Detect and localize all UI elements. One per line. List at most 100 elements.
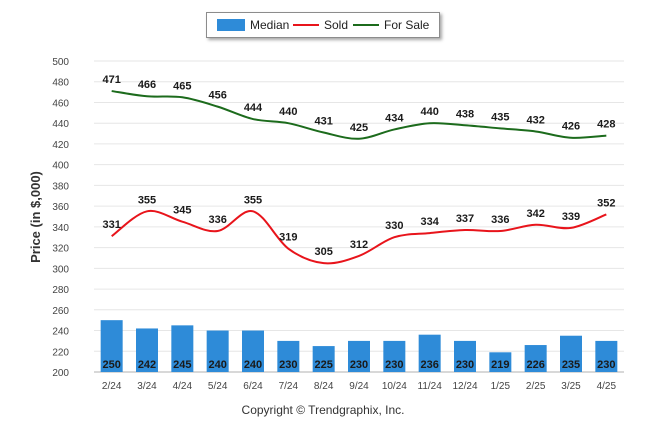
median-bar-label: 230 [350, 359, 368, 371]
x-tick-label: 4/24 [173, 381, 193, 392]
copyright-text: Copyright © Trendgraphix, Inc. [241, 403, 405, 417]
series-line-labels: 331 355 345 336 355 319 305 312 330 334 337 336 342 3… [102, 74, 615, 258]
for-sale-point-label: 426 [562, 121, 580, 133]
for-sale-point-label: 466 [138, 79, 156, 91]
median-bar[interactable] [454, 340, 476, 372]
y-tick-label: 280 [52, 285, 69, 296]
legend-label-for-sale: For Sale [384, 18, 430, 32]
x-tick-label: 11/24 [418, 381, 443, 392]
y-tick-label: 400 [52, 161, 69, 172]
y-tick-label: 260 [52, 306, 69, 317]
x-tick-label: 5/24 [208, 381, 228, 392]
y-tick-label: 360 [52, 202, 69, 213]
sold-point-label: 330 [385, 220, 403, 232]
y-axis-ticks: 200 220 240 260 280 300 320 340 360 380 400 420 440 4… [52, 57, 69, 379]
median-bar-label: 240 [208, 359, 226, 371]
legend-item-for-sale[interactable]: For Sale [353, 18, 429, 32]
for-sale-line[interactable] [111, 90, 607, 140]
sold-point-label: 345 [173, 205, 191, 217]
y-tick-label: 240 [52, 327, 69, 338]
for-sale-point-label: 425 [350, 122, 368, 134]
median-bar-label: 240 [244, 359, 262, 371]
sold-point-label: 337 [456, 213, 474, 225]
sold-point-label: 331 [102, 219, 120, 231]
median-bar-label: 226 [526, 359, 544, 371]
median-bar-label: 230 [597, 359, 615, 371]
median-bar[interactable] [277, 340, 300, 372]
median-bars [100, 320, 618, 372]
sold-point-label: 334 [420, 216, 439, 228]
x-tick-label: 6/24 [243, 381, 263, 392]
sold-point-label: 336 [208, 214, 226, 226]
median-bar-label: 230 [279, 359, 297, 371]
y-tick-label: 500 [52, 57, 69, 68]
y-axis-label: Price (in $,000) [28, 171, 43, 263]
median-bar[interactable] [489, 352, 512, 372]
median-bar-label: 225 [314, 359, 332, 371]
median-bar-label: 242 [138, 359, 156, 371]
for-sale-point-label: 465 [173, 80, 191, 92]
x-tick-label: 2/24 [102, 381, 122, 392]
for-sale-point-label: 440 [279, 106, 297, 118]
y-tick-label: 380 [52, 181, 69, 192]
median-bar-label: 245 [173, 359, 191, 371]
median-bar[interactable] [595, 340, 618, 372]
y-tick-label: 420 [52, 140, 69, 151]
x-tick-label: 10/24 [382, 381, 407, 392]
sold-point-label: 336 [491, 214, 509, 226]
median-bar-label: 250 [102, 359, 120, 371]
median-bar[interactable] [100, 320, 123, 372]
y-tick-label: 340 [52, 223, 69, 234]
sold-point-label: 305 [314, 246, 332, 258]
sold-line[interactable] [111, 209, 607, 265]
for-sale-point-label: 431 [314, 116, 332, 128]
median-bar[interactable] [171, 325, 194, 372]
x-tick-label: 3/24 [137, 381, 157, 392]
x-tick-label: 2/25 [526, 381, 546, 392]
legend-label-median: Median [250, 18, 290, 32]
legend-swatch-median [217, 19, 245, 31]
median-bar[interactable] [206, 330, 229, 372]
x-tick-label: 12/24 [452, 381, 477, 392]
for-sale-point-label: 440 [420, 106, 438, 118]
y-tick-label: 300 [52, 264, 69, 275]
legend: Median Sold For Sale [206, 12, 440, 38]
y-tick-label: 220 [52, 347, 69, 358]
x-tick-label: 4/25 [597, 381, 617, 392]
for-sale-point-label: 434 [385, 112, 404, 124]
for-sale-point-label: 471 [102, 74, 120, 86]
for-sale-point-label: 456 [208, 90, 226, 102]
sold-point-label: 355 [244, 194, 262, 206]
legend-item-sold[interactable]: Sold [293, 18, 348, 32]
x-tick-label: 3/25 [561, 381, 581, 392]
median-bar[interactable] [524, 345, 547, 372]
for-sale-point-label: 432 [526, 114, 544, 126]
median-bar[interactable] [383, 340, 406, 372]
sold-point-label: 319 [279, 232, 297, 244]
sold-point-label: 342 [526, 208, 544, 220]
x-tick-label: 7/24 [279, 381, 299, 392]
x-tick-label: 9/24 [349, 381, 369, 392]
legend-item-median[interactable]: Median [217, 18, 289, 32]
legend-swatch-for-sale [353, 24, 379, 26]
legend-swatch-sold [293, 24, 319, 26]
median-bar-label: 219 [491, 359, 509, 371]
sold-point-label: 312 [350, 239, 368, 251]
legend-label-sold: Sold [324, 18, 349, 32]
median-bar[interactable] [312, 346, 335, 372]
median-bar[interactable] [560, 335, 582, 372]
y-tick-label: 480 [52, 78, 69, 89]
y-tick-label: 440 [52, 119, 69, 130]
median-bar-label: 230 [385, 359, 403, 371]
series-lines [111, 90, 607, 265]
y-tick-label: 200 [52, 368, 69, 379]
median-bar[interactable] [242, 330, 264, 372]
sold-point-label: 339 [562, 211, 580, 223]
for-sale-point-label: 444 [244, 102, 263, 114]
median-bar[interactable] [136, 328, 158, 372]
median-bar-label: 235 [562, 359, 580, 371]
x-tick-label: 8/24 [314, 381, 334, 392]
median-bar[interactable] [348, 340, 370, 372]
median-bar[interactable] [418, 334, 441, 372]
